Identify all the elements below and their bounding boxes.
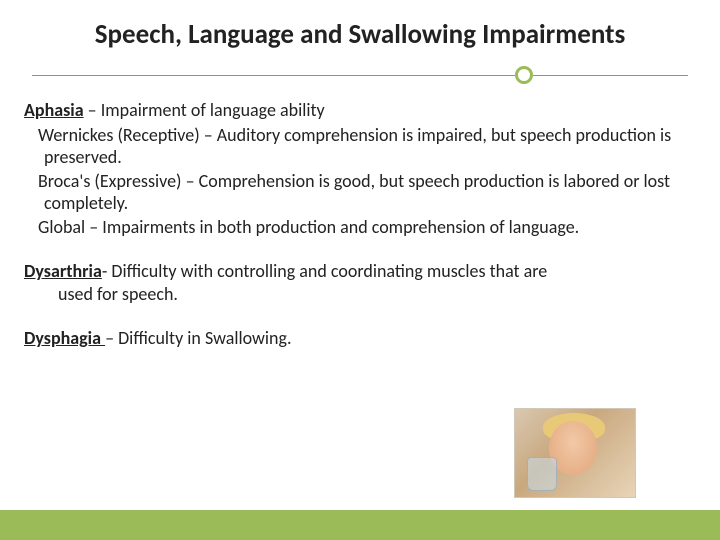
dysarthria-term: Dysarthria xyxy=(24,260,102,282)
dysarthria-sep: - xyxy=(102,260,112,282)
dysphagia-definition: Difficulty in Swallowing. xyxy=(118,327,291,349)
body-text: Aphasia – Impairment of language ability… xyxy=(24,99,696,350)
divider-circle-icon xyxy=(515,66,533,84)
dysarthria-def-line1: Difficulty with controlling and coordina… xyxy=(111,260,547,282)
aphasia-heading: Aphasia – Impairment of language ability xyxy=(24,99,696,122)
slide-title: Speech, Language and Swallowing Impairme… xyxy=(24,12,696,65)
illustration-photo xyxy=(514,408,636,498)
dysphagia-heading: Dysphagia – Difficulty in Swallowing. xyxy=(24,327,696,350)
dysphagia-term: Dysphagia xyxy=(24,327,105,349)
aphasia-definition: Impairment of language ability xyxy=(101,99,325,121)
aphasia-subitem-brocas: Broca's (Expressive) – Comprehension is … xyxy=(38,170,696,215)
bottom-accent-bar xyxy=(0,510,720,540)
title-divider xyxy=(32,65,688,85)
dysarthria-heading: Dysarthria- Difficulty with controlling … xyxy=(24,260,696,305)
slide: Speech, Language and Swallowing Impairme… xyxy=(0,0,720,540)
dysarthria-def-line2: used for speech. xyxy=(58,283,696,306)
dysphagia-sep: – xyxy=(105,327,118,349)
aphasia-term: Aphasia xyxy=(24,99,84,121)
aphasia-subitem-global: Global – Impairments in both production … xyxy=(38,216,696,239)
aphasia-subitem-wernickes: Wernickes (Receptive) – Auditory compreh… xyxy=(38,124,696,169)
photo-glass-icon xyxy=(527,457,557,491)
aphasia-sep: – xyxy=(84,99,101,121)
